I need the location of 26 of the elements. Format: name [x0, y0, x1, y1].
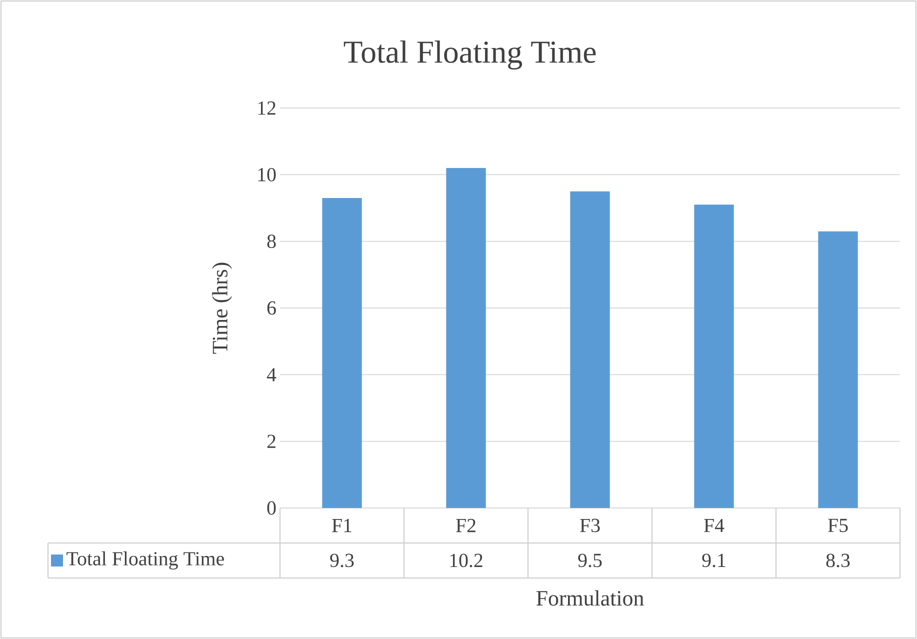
x-tick-label: F5	[828, 518, 848, 532]
y-tick-label: 0	[267, 501, 276, 515]
bar	[818, 231, 858, 508]
bar	[694, 204, 734, 508]
y-tick-label: 12	[258, 101, 276, 115]
y-tick-label: 10	[258, 168, 276, 182]
x-tick-label: F1	[332, 518, 352, 532]
bar	[446, 168, 486, 508]
legend-label: Total Floating Time	[66, 551, 224, 570]
y-tick-label: 8	[267, 234, 276, 248]
y-axis-title: Time (hrs)	[212, 262, 232, 354]
data-label: 9.5	[578, 554, 602, 568]
y-tick-label: 6	[267, 301, 276, 315]
x-tick-label: F3	[580, 518, 600, 532]
data-label: 8.3	[826, 554, 850, 568]
y-tick-label: 4	[266, 368, 276, 382]
bar	[570, 191, 610, 508]
x-axis-title: Formulation	[536, 590, 644, 606]
chart-title: Total Floating Time	[344, 40, 596, 70]
x-tick-label: F4	[704, 518, 724, 532]
data-label: 10.2	[450, 554, 482, 568]
y-tick-label: 2	[267, 434, 276, 448]
data-label: 9.1	[702, 554, 726, 568]
x-tick-label: F2	[456, 518, 476, 532]
data-label: 9.3	[330, 554, 354, 568]
bar	[322, 198, 362, 508]
